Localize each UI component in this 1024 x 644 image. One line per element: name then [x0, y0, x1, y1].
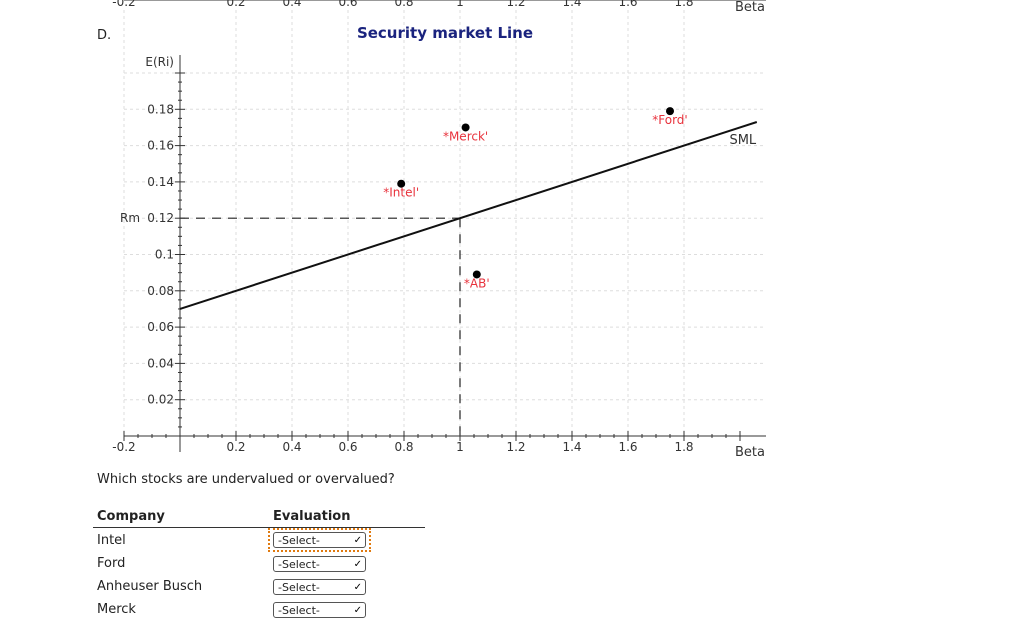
column-header-company: Company [93, 505, 269, 528]
top-x-tick-label: 1.4 [562, 0, 581, 9]
select-value: -Select- [278, 534, 320, 547]
x-tick-label: 0.4 [282, 440, 301, 454]
evaluation-cell: -Select- ✓ [269, 575, 425, 598]
chevron-down-icon: ✓ [353, 581, 362, 593]
column-header-evaluation: Evaluation [269, 505, 425, 528]
evaluation-cell: -Select- ✓ [269, 598, 425, 621]
evaluation-select-anheuser-busch[interactable]: -Select- ✓ [273, 578, 366, 595]
y-tick-label: 0.18 [147, 102, 174, 116]
top-x-tick-label: 0.8 [394, 0, 413, 9]
point-label-ford: *Ford' [652, 113, 687, 127]
company-name: Anheuser Busch [97, 579, 203, 594]
top-x-tick-label: 0.6 [338, 0, 357, 9]
y-axis-label: E(Ri) [145, 55, 174, 69]
sml-line [179, 121, 758, 310]
select-value: -Select- [278, 603, 320, 617]
rm-label: Rm [120, 211, 140, 225]
top-x-tick-label: 1.8 [674, 0, 693, 9]
point-label-ab: *AB' [464, 276, 490, 290]
chevron-down-icon: ✓ [353, 604, 362, 616]
y-tick-label: 0.04 [147, 356, 174, 370]
top-x-tick-label: 1 [456, 0, 464, 9]
point-ford [666, 107, 674, 116]
company-name: Ford [97, 556, 126, 571]
table-header-row: Company Evaluation [93, 505, 425, 528]
x-tick-label: -0.2 [112, 440, 135, 454]
x-tick-label: 1.8 [674, 440, 693, 454]
company-name: Intel [97, 532, 126, 548]
y-tick-label: 0.06 [147, 320, 174, 334]
x-tick-label: 1.6 [618, 440, 637, 454]
company-name: Merck [97, 602, 136, 617]
x-axis-label: Beta [735, 445, 765, 460]
select-value: -Select- [278, 557, 320, 571]
focus-ring: -Select- ✓ [268, 528, 371, 552]
top-x-tick-label: 1.6 [618, 0, 637, 9]
x-tick-label: 0.6 [338, 440, 357, 454]
question-text: Which stocks are undervalued or overvalu… [97, 472, 395, 487]
x-tick-label: 1.2 [506, 440, 525, 454]
chart-title: Security market Line [357, 24, 533, 42]
chevron-down-icon: ✓ [353, 558, 362, 570]
evaluation-select-ford[interactable]: -Select- ✓ [273, 555, 366, 572]
x-axis-label-top: Beta [735, 0, 765, 15]
evaluation-select-merck[interactable]: -Select- ✓ [273, 601, 366, 618]
point-label-intel: *Intel' [383, 186, 419, 200]
table-row: Intel -Select- ✓ [93, 528, 425, 552]
evaluation-cell: -Select- ✓ [268, 528, 425, 552]
top-x-tick-label: 0.2 [226, 0, 245, 9]
top-x-tick-label: 1.2 [506, 0, 525, 9]
sml-label: SML [729, 133, 756, 148]
security-market-line-chart: -0.2 0.2 0.4 0.6 0.8 1 1.2 1.4 1.6 1.8 -0.2 0.2 0.4 0… [112, 0, 766, 460]
x-tick-label: 0.8 [394, 440, 413, 454]
chevron-down-icon: ✓ [353, 535, 362, 546]
x-tick-label: 1 [456, 440, 464, 454]
point-merck [461, 123, 470, 132]
point-intel [397, 179, 406, 188]
point-ab [472, 270, 481, 279]
y-tick-label: 0.12 [147, 211, 174, 225]
evaluation-cell: -Select- ✓ [269, 552, 425, 575]
y-tick-label: 0.14 [147, 175, 174, 189]
evaluation-select-intel[interactable]: -Select- ✓ [273, 532, 366, 548]
top-x-tick-label: -0.2 [112, 0, 135, 9]
y-tick-label: 0.08 [147, 284, 174, 298]
top-x-tick-label: 0.4 [282, 0, 301, 9]
y-tick-label: 0.1 [155, 248, 174, 262]
table-row: Anheuser Busch -Select- ✓ [93, 575, 425, 598]
y-tick-label: 0.02 [147, 393, 174, 407]
table-row: Ford -Select- ✓ [93, 552, 425, 575]
part-label: D. [97, 28, 112, 43]
y-tick-label: 0.16 [147, 139, 174, 153]
select-value: -Select- [278, 580, 320, 594]
table-row: Merck -Select- ✓ [93, 598, 425, 621]
point-label-merck: *Merck' [443, 129, 488, 143]
x-tick-label: 1.4 [562, 440, 581, 454]
x-tick-label: 0.2 [226, 440, 245, 454]
evaluation-table: Company Evaluation Intel -Select- ✓ Ford [93, 505, 425, 621]
